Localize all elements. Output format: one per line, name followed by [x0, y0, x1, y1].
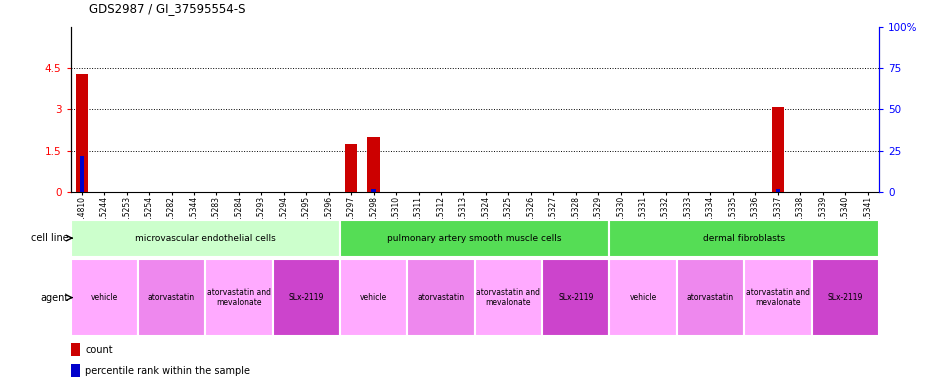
Text: atorvastatin: atorvastatin: [148, 293, 196, 302]
Bar: [70, 259, 138, 336]
Text: microvascular endothelial cells: microvascular endothelial cells: [134, 233, 275, 243]
Text: GDS2987 / GI_37595554-S: GDS2987 / GI_37595554-S: [89, 2, 245, 15]
Text: cell line: cell line: [30, 233, 69, 243]
Text: agent: agent: [40, 293, 69, 303]
Text: vehicle: vehicle: [90, 293, 118, 302]
Text: atorvastatin: atorvastatin: [417, 293, 464, 302]
Bar: [340, 220, 609, 257]
Text: SLx-2119: SLx-2119: [289, 293, 324, 302]
Bar: [609, 259, 677, 336]
Text: percentile rank within the sample: percentile rank within the sample: [85, 366, 250, 376]
Text: dermal fibroblasts: dermal fibroblasts: [703, 233, 785, 243]
Text: atorvastatin: atorvastatin: [687, 293, 734, 302]
Text: SLx-2119: SLx-2119: [558, 293, 593, 302]
Text: vehicle: vehicle: [360, 293, 387, 302]
Bar: [744, 259, 811, 336]
Bar: [677, 259, 744, 336]
Bar: [345, 144, 357, 192]
Bar: [368, 137, 380, 192]
Text: pulmonary artery smooth muscle cells: pulmonary artery smooth muscle cells: [387, 233, 562, 243]
Text: atorvastatin and
mevalonate: atorvastatin and mevalonate: [477, 288, 540, 307]
Bar: [811, 259, 879, 336]
Bar: [542, 259, 609, 336]
Bar: [273, 259, 340, 336]
Bar: [75, 74, 88, 192]
Bar: [70, 364, 80, 377]
Text: SLx-2119: SLx-2119: [827, 293, 863, 302]
Text: atorvastatin and
mevalonate: atorvastatin and mevalonate: [207, 288, 271, 307]
Bar: [70, 220, 340, 257]
Bar: [407, 259, 475, 336]
Bar: [772, 107, 784, 192]
Bar: [609, 220, 879, 257]
Text: atorvastatin and
mevalonate: atorvastatin and mevalonate: [745, 288, 810, 307]
Bar: [776, 189, 780, 192]
Bar: [475, 259, 542, 336]
Text: vehicle: vehicle: [630, 293, 657, 302]
Bar: [205, 259, 273, 336]
Bar: [371, 189, 376, 192]
Bar: [70, 343, 80, 356]
Bar: [340, 259, 407, 336]
Bar: [138, 259, 205, 336]
Text: count: count: [85, 345, 113, 355]
Bar: [80, 156, 84, 192]
